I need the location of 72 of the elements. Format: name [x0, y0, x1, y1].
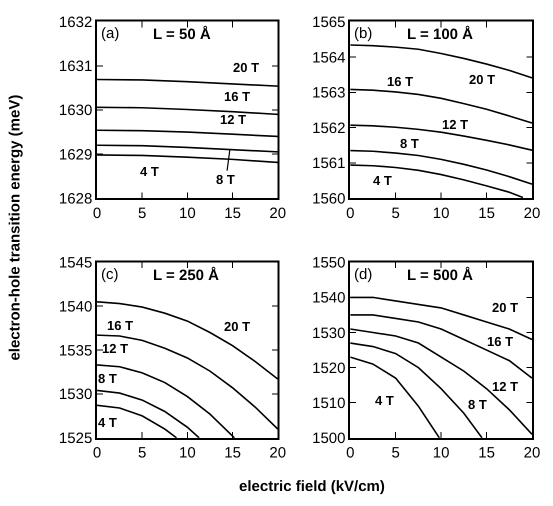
annotation: 4 T	[375, 393, 394, 408]
y-tick-label: 1545	[58, 254, 92, 272]
x-tick-label: 5	[392, 444, 400, 462]
annotation: (a)	[101, 25, 120, 42]
x-tick-label: 0	[346, 444, 354, 462]
y-tick-label: 1535	[58, 342, 92, 360]
y-tick-label: 1562	[312, 120, 346, 137]
y-tick-label: 1560	[312, 190, 346, 208]
annotation: 20 T	[224, 319, 250, 334]
x-tick-label: 10	[432, 204, 450, 222]
y-tick-label: 1550	[312, 254, 346, 272]
annotation: 8 T	[216, 172, 235, 187]
annotation: 4 T	[98, 415, 117, 430]
x-tick-label: 20	[269, 444, 286, 462]
annotation: 20 T	[233, 60, 260, 75]
y-tick-label: 1500	[312, 430, 346, 448]
y-tick-label: 1561	[312, 155, 346, 172]
y-tick-label: 1631	[58, 58, 92, 76]
x-tick-label: 15	[224, 204, 241, 222]
y-tick-label: 1530	[312, 324, 346, 342]
annotation: 16 T	[107, 318, 134, 333]
y-tick-label: 1564	[312, 49, 346, 66]
y-tick-label: 1630	[58, 102, 92, 120]
x-tick-label: 5	[138, 444, 146, 462]
annotation: 16 T	[387, 74, 414, 89]
y-axis-title: electron-hole transition energy (meV)	[6, 94, 24, 361]
x-tick-label: 15	[224, 444, 241, 462]
y-tick-label: 1530	[58, 386, 92, 404]
annotation: 12 T	[492, 379, 518, 394]
x-tick-label: 0	[346, 204, 354, 222]
chart-title: L = 100 Å	[407, 25, 474, 43]
x-tick-label: 10	[432, 444, 450, 462]
y-tick-label: 1629	[58, 146, 92, 164]
y-tick-label: 1540	[312, 290, 346, 307]
y-tick-label: 1563	[312, 84, 346, 102]
annotation: 16 T	[487, 334, 514, 349]
annotation: 4 T	[373, 173, 392, 188]
y-tick-label: 1520	[312, 360, 346, 377]
x-tick-label: 0	[92, 204, 102, 222]
y-tick-label: 1628	[58, 190, 92, 208]
x-tick-label: 5	[392, 204, 400, 222]
x-tick-label: 20	[269, 204, 286, 222]
chart-title: L = 50 Å	[153, 25, 211, 43]
y-tick-label: 1525	[58, 430, 92, 448]
x-tick-label: 10	[179, 204, 196, 222]
annotation: (d)	[354, 266, 372, 283]
chart-title: L = 500 Å	[407, 266, 474, 284]
x-tick-label: 15	[478, 204, 495, 222]
annotation: 20 T	[469, 72, 496, 87]
annotation: 8 T	[400, 136, 419, 151]
annotation: 12 T	[102, 341, 128, 356]
y-tick-label: 1540	[58, 298, 92, 316]
annotation: 16 T	[224, 89, 250, 104]
y-tick-label: 1565	[312, 14, 346, 31]
annotation: 8 T	[98, 371, 117, 386]
x-tick-label: 5	[138, 204, 146, 222]
annotation: 8 T	[468, 397, 487, 412]
annotation: 12 T	[442, 117, 468, 132]
x-axis-title: electric field (kV/cm)	[239, 478, 385, 495]
x-tick-label: 20	[524, 444, 540, 462]
x-tick-label: 0	[92, 444, 102, 462]
annotation: (b)	[354, 25, 372, 42]
y-tick-label: 1510	[312, 394, 346, 412]
annotation: 12 T	[220, 112, 246, 127]
annotation: (c)	[101, 266, 118, 283]
x-tick-label: 10	[179, 444, 196, 462]
chart-title: L = 250 Å	[153, 266, 220, 284]
x-tick-label: 15	[478, 444, 495, 462]
annotation: 20 T	[492, 300, 518, 315]
y-tick-label: 1632	[58, 14, 92, 31]
annotation: 4 T	[140, 164, 159, 179]
x-tick-label: 20	[524, 204, 540, 222]
